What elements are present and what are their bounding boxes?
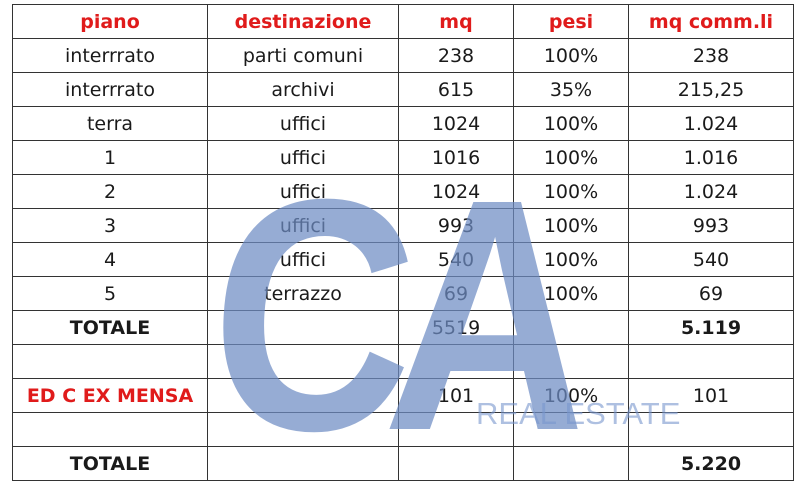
cell-pesi: 100% [513,242,629,277]
table-row: 3 uffici 993 100% 993 [12,208,794,243]
header-destinazione: destinazione [207,4,399,39]
cell-destinazione: uffici [207,174,399,209]
cell-mq-comm: 1.024 [628,106,794,141]
header-pesi: pesi [513,4,629,39]
empty-cell [513,310,629,345]
empty-cell [398,446,514,481]
cell-pesi: 100% [513,38,629,73]
empty-cell [207,446,399,481]
mensa-mq: 101 [398,378,514,413]
cell-destinazione: archivi [207,72,399,107]
table-row: interrrato parti comuni 238 100% 238 [12,38,794,73]
cell-mq: 238 [398,38,514,73]
cell-mq: 993 [398,208,514,243]
cell-piano: 4 [12,242,208,277]
cell-mq-comm: 69 [628,276,794,311]
cell-piano: 5 [12,276,208,311]
cell-pesi: 100% [513,208,629,243]
cell-mq-comm: 1.024 [628,174,794,209]
header-mq-comm: mq comm.li [628,4,794,39]
table-row: 5 terrazzo 69 100% 69 [12,276,794,311]
totale-row: TOTALE 5519 5.119 [12,310,794,345]
blank-row [12,344,794,379]
mensa-pesi: 100% [513,378,629,413]
cell-piano: interrrato [12,72,208,107]
cell-mq: 1016 [398,140,514,175]
table-row: 2 uffici 1024 100% 1.024 [12,174,794,209]
cell-mq: 1024 [398,106,514,141]
cell-piano: terra [12,106,208,141]
cell-pesi: 100% [513,106,629,141]
mensa-label: ED C EX MENSA [12,378,208,413]
cell-piano: 2 [12,174,208,209]
cell-destinazione: terrazzo [207,276,399,311]
area-table: piano destinazione mq pesi mq comm.li in… [12,4,794,481]
totale-mq-comm: 5.119 [628,310,794,345]
totale-finale-row: TOTALE 5.220 [12,446,794,481]
cell-pesi: 100% [513,174,629,209]
mensa-mq-comm: 101 [628,378,794,413]
cell-mq: 1024 [398,174,514,209]
blank-row [12,412,794,447]
table-row: interrrato archivi 615 35% 215,25 [12,72,794,107]
cell-mq: 615 [398,72,514,107]
cell-piano: 1 [12,140,208,175]
cell-pesi: 100% [513,140,629,175]
table-row: 4 uffici 540 100% 540 [12,242,794,277]
empty-cell [207,378,399,413]
cell-piano: interrrato [12,38,208,73]
table-row: terra uffici 1024 100% 1.024 [12,106,794,141]
cell-mq-comm: 993 [628,208,794,243]
totale-mq: 5519 [398,310,514,345]
header-mq: mq [398,4,514,39]
cell-mq: 69 [398,276,514,311]
cell-destinazione: uffici [207,242,399,277]
header-piano: piano [12,4,208,39]
cell-destinazione: uffici [207,208,399,243]
empty-cell [513,446,629,481]
totale-finale-label: TOTALE [12,446,208,481]
cell-mq-comm: 238 [628,38,794,73]
cell-mq-comm: 215,25 [628,72,794,107]
cell-pesi: 35% [513,72,629,107]
cell-mq: 540 [398,242,514,277]
cell-pesi: 100% [513,276,629,311]
totale-finale-mq-comm: 5.220 [628,446,794,481]
cell-mq-comm: 540 [628,242,794,277]
totale-label: TOTALE [12,310,208,345]
cell-destinazione: uffici [207,140,399,175]
table-row: 1 uffici 1016 100% 1.016 [12,140,794,175]
empty-cell [207,310,399,345]
cell-piano: 3 [12,208,208,243]
header-row: piano destinazione mq pesi mq comm.li [12,4,794,39]
mensa-row: ED C EX MENSA 101 100% 101 [12,378,794,413]
cell-destinazione: uffici [207,106,399,141]
cell-mq-comm: 1.016 [628,140,794,175]
cell-destinazione: parti comuni [207,38,399,73]
